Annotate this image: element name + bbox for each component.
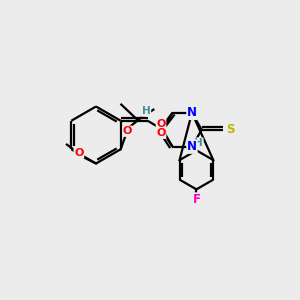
Text: H: H <box>194 138 203 148</box>
Text: S: S <box>226 123 234 136</box>
Text: O: O <box>123 126 132 136</box>
Text: N: N <box>187 106 197 119</box>
Text: F: F <box>192 193 200 206</box>
Text: N: N <box>187 140 197 153</box>
Text: O: O <box>156 119 166 129</box>
Text: O: O <box>74 148 84 158</box>
Text: O: O <box>156 128 166 138</box>
Text: H: H <box>142 106 151 116</box>
